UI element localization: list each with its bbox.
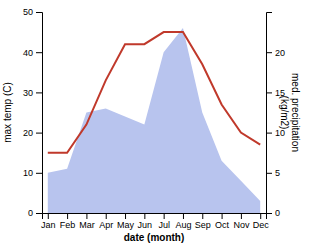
y2-tick-mark [266,92,272,93]
x-tick: Jun [138,213,153,230]
y2-axis-title-line: (kg/m2) [279,96,290,130]
x-tick-mark [144,213,145,219]
y-axis-title: max temp (C) [2,82,13,143]
x-tick: Jan [41,213,56,230]
plot: Jan FebMar Apr MayJun Jul Aug Sep OctNovDec 0 10 2… [23,7,285,230]
x-axis-title: date (month) [124,232,185,243]
y2-tick-label: 20 [275,48,285,58]
marks [48,28,260,213]
x-tick-mark [67,213,68,219]
x-tick-mark [241,213,242,219]
y-tick-label: 20 [23,128,33,138]
x-tick-mark [48,213,49,219]
y2-tick-label: 0 [275,208,280,218]
x-tick-label: Jan [41,220,56,230]
y-tick-mark [36,133,42,134]
x-tick-label: Aug [175,220,191,230]
y-tick-mark [36,213,42,214]
axis-line [267,13,273,214]
y-tick-mark [36,173,42,174]
x-tick-mark [86,213,87,219]
y2-tick: 0 [266,208,280,218]
y-tick-label: 30 [23,88,33,98]
y2-axis-title-line: med. precipitation [290,73,301,152]
axis-line [43,214,267,220]
x-tick-label: Apr [99,220,113,230]
y-tick-label: 50 [23,7,33,17]
y-tick: 40 [23,48,42,58]
x-tick-label: Dec [253,220,270,230]
x-axis: Jan FebMar Apr MayJun Jul Aug Sep OctNovDec [41,213,269,230]
y2-tick-label: 5 [275,168,280,178]
y2-tick: 5 [266,168,280,178]
x-tick-mark [125,213,126,219]
y2-tick-mark [266,213,272,214]
x-tick-label: Oct [215,220,230,230]
y-tick: 20 [23,128,42,138]
y2-axis-title: med. precipitation(kg/m2) [279,73,301,152]
y2-tick-mark [266,52,272,53]
x-tick: Jul [158,213,170,230]
y2-tick: 10 [266,128,285,138]
y-tick-mark [36,52,42,53]
y-tick: 30 [23,88,42,98]
x-tick: Dec [253,213,270,230]
x-tick-mark [260,213,261,219]
y-tick: 0 [28,208,42,218]
x-tick-label: Jun [138,220,153,230]
x-tick-label: Mar [79,220,95,230]
y2-tick-mark [266,173,272,174]
y-tick-label: 40 [23,48,33,58]
y-tick-label: 10 [23,168,33,178]
y-tick-label: 0 [28,208,33,218]
x-tick: Nov [233,213,250,230]
x-tick-label: Nov [233,220,250,230]
y-tick: 50 [23,7,42,17]
x-tick-label: Sep [195,220,211,230]
y-axis: 0 10 20 30 40 50 [23,7,43,218]
x-tick-label: Jul [158,220,170,230]
x-tick: Oct [215,213,230,230]
y-tick-mark [36,92,42,93]
x-tick: Feb [60,213,76,230]
y-tick-mark [36,12,42,13]
x-tick: May [117,213,135,230]
x-tick-label: Feb [60,220,76,230]
line [48,32,260,153]
x-tick-label: May [117,220,135,230]
x-tick: Apr [99,213,113,230]
y2-tick: 20 [266,48,285,58]
chart: Jan FebMar Apr MayJun Jul Aug Sep OctNovDec 0 10 2… [0,0,318,247]
y2-tick-label: 10 [275,128,285,138]
axis-line [36,13,43,214]
x-tick-mark [183,213,184,219]
y-tick: 10 [23,168,42,178]
x-tick-mark [222,213,223,219]
x-tick-mark [202,213,203,219]
area [48,28,260,213]
x-tick: Sep [195,213,211,230]
y2-tick-mark [266,133,272,134]
x-tick-mark [164,213,165,219]
x-tick: Mar [79,213,95,230]
x-tick: Aug [175,213,191,230]
x-tick-mark [106,213,107,219]
